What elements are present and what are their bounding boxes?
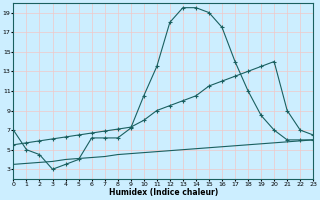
X-axis label: Humidex (Indice chaleur): Humidex (Indice chaleur) <box>109 188 218 197</box>
